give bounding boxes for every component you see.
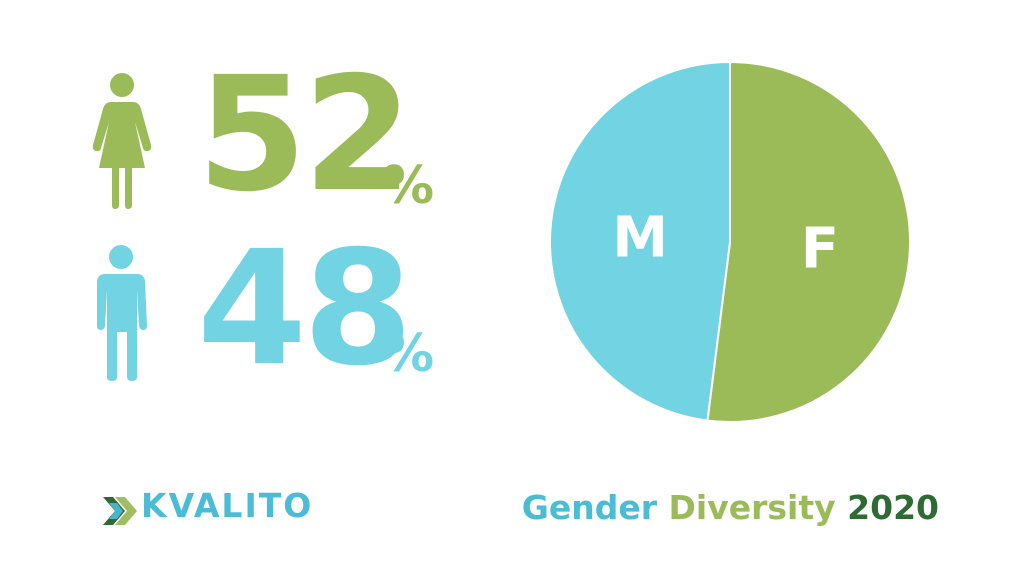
gender-pie-chart: FM bbox=[549, 60, 911, 423]
pie-label-m: M bbox=[612, 205, 668, 270]
caption-year: 2020 bbox=[847, 488, 939, 527]
female-percentage-value: 52 bbox=[197, 43, 413, 227]
female-stat: 52 % bbox=[85, 56, 485, 218]
male-percentage-value: 48 bbox=[197, 217, 413, 401]
pie-slice-m bbox=[549, 60, 731, 422]
brand-name: KVALITO bbox=[141, 486, 314, 525]
male-person-icon bbox=[97, 245, 147, 381]
pie-slice-f bbox=[706, 60, 911, 423]
caption: Gender Diversity 2020 bbox=[522, 491, 939, 524]
male-stat: 48 % bbox=[85, 230, 485, 390]
kvalito-chevron-logo-icon bbox=[103, 497, 137, 525]
caption-diversity: Diversity bbox=[668, 488, 836, 527]
male-percent-sign: % bbox=[382, 324, 435, 384]
female-person-icon bbox=[92, 73, 152, 209]
pie-label-f: F bbox=[801, 217, 839, 282]
female-percent-sign: % bbox=[382, 156, 435, 216]
caption-gender: Gender bbox=[521, 488, 658, 527]
